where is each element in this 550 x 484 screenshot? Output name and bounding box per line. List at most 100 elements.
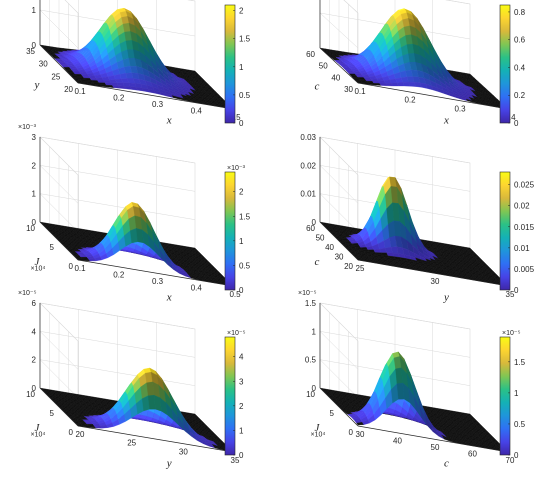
x-tick-label: 35 [231,456,240,465]
z-tick-label: 0.03 [300,133,316,142]
y-tick-label: 5 [330,409,335,418]
colorbar-tick-label: 0 [514,286,519,295]
x-tick-label: 40 [393,437,402,446]
y-tick-label: 30 [39,60,48,69]
surface [319,8,509,110]
y-tick-label: 10 [306,390,315,399]
colorbar-tick-label: 0.8 [514,8,526,17]
z-tick-label: 1 [32,6,37,15]
y-tick-label: 10 [26,224,35,233]
z-tick-label: 0 [32,218,37,227]
x-tick-label: 0.1 [74,264,86,273]
x-tick-label: 0.2 [113,94,125,103]
colorbar-2: 0 0.2 0.4 0.6 0.8 [499,4,526,128]
x-tick-label: 0.5 [229,290,241,299]
colorbar-tick-label: 0 [514,119,519,128]
y-tick-label: 10 [26,390,35,399]
surface [319,351,509,453]
x-axis [357,82,509,110]
z-tick-label: 0 [32,384,37,393]
x-axis-label: x [166,114,172,126]
x-tick-label: 0.2 [113,271,125,280]
colorbar-tick-label: 3 [239,377,244,386]
x-axis-label: y [443,291,449,303]
surface [319,176,509,287]
x-axis [77,82,234,110]
x-tick-label: 30 [356,430,365,439]
y-axis-label: J [35,256,41,268]
colorbar-tick-label: 1 [239,426,244,435]
colorbar-tick-label: 0.01 [514,244,530,253]
colorbar-tick-label: 2 [239,402,244,411]
colorbar-gradient [499,336,511,456]
grid-line [64,0,196,14]
z-tick-label: 1 [32,190,37,199]
colorbar-4: 0 0.005 0.01 0.015 0.02 0.025 [499,171,535,295]
z-tick-label: 4 [32,327,37,336]
colorbar-tick-label: 0.5 [239,261,251,270]
x-axis-label: x [166,291,172,303]
colorbar-gradient [499,171,511,291]
x-tick-label: 35 [506,290,515,299]
z-tick-label: 3 [32,133,37,142]
y-multiplier: ×10⁴ [31,432,46,439]
x-tick-label: 60 [468,450,477,459]
colorbar-tick-label: 0.4 [514,63,526,72]
y-tick-label: 40 [331,73,340,82]
z-multiplier: ×10⁻⁵ [298,290,317,297]
colorbar-multiplier: ×10⁻⁵ [502,330,521,337]
colorbar-tick-label: 0 [514,451,519,460]
colorbar-1: 0 0.5 1 1.5 2 [224,4,251,128]
x-tick-label: 0.1 [74,87,86,96]
z-tick-label: 0.01 [300,190,316,199]
y-tick-label: 0 [349,428,354,437]
colorbar-6: 0 0.5 1 1.5 ×10⁻⁵ [499,330,526,460]
colorbar-gradient [224,171,236,291]
y-tick-label: 60 [306,50,315,59]
z-tick-label: 1 [312,327,317,336]
y-axis-label: c [315,256,320,268]
colorbar-tick-label: 0.02 [514,202,530,211]
x-tick-label: 30 [179,447,188,456]
y-tick-label: 50 [316,234,325,243]
y-tick-label: 50 [319,62,328,71]
surface [39,8,234,110]
x-tick-label: 70 [506,456,515,465]
colorbar-multiplier: ×10⁻³ [227,165,246,172]
colorbar-tick-label: 0 [239,451,244,460]
colorbar-tick-label: 0 [239,286,244,295]
chart-1: 0.10.20.30.40.520253035012xy [26,0,241,126]
y-multiplier: ×10⁴ [311,432,326,439]
colorbar-multiplier: ×10⁻⁵ [227,330,246,337]
x-axis [357,259,509,287]
colorbar-tick-label: 1 [239,63,244,72]
z-tick-label: 2 [32,161,37,170]
y-tick-label: 35 [26,47,35,56]
y-tick-label: 5 [50,409,55,418]
colorbar-gradient [499,4,511,124]
colorbar-tick-label: 2 [239,7,244,16]
x-tick-label: 0.1 [354,87,366,96]
z-tick-label: 0.02 [300,161,316,170]
colorbar-tick-label: 0.015 [514,223,535,232]
surface [39,202,234,287]
colorbar-gradient [224,4,236,124]
y-axis-label: J [35,422,41,434]
x-tick-label: 30 [431,277,440,286]
colorbar-tick-label: 0 [239,119,244,128]
y-tick-label: 25 [51,72,60,81]
y-tick-label: 60 [306,224,315,233]
y-axis-label: y [34,79,40,91]
x-axis [77,259,234,287]
z-tick-label: 0 [312,218,317,227]
colorbar-tick-label: 1.5 [239,212,251,221]
z-multiplier: ×10⁻⁵ [18,290,37,297]
colorbar-tick-label: 1 [514,389,519,398]
y-axis [39,221,79,261]
y-tick-label: 5 [50,243,55,252]
colorbar-tick-label: 2 [239,188,244,197]
x-tick-label: 25 [356,264,365,273]
